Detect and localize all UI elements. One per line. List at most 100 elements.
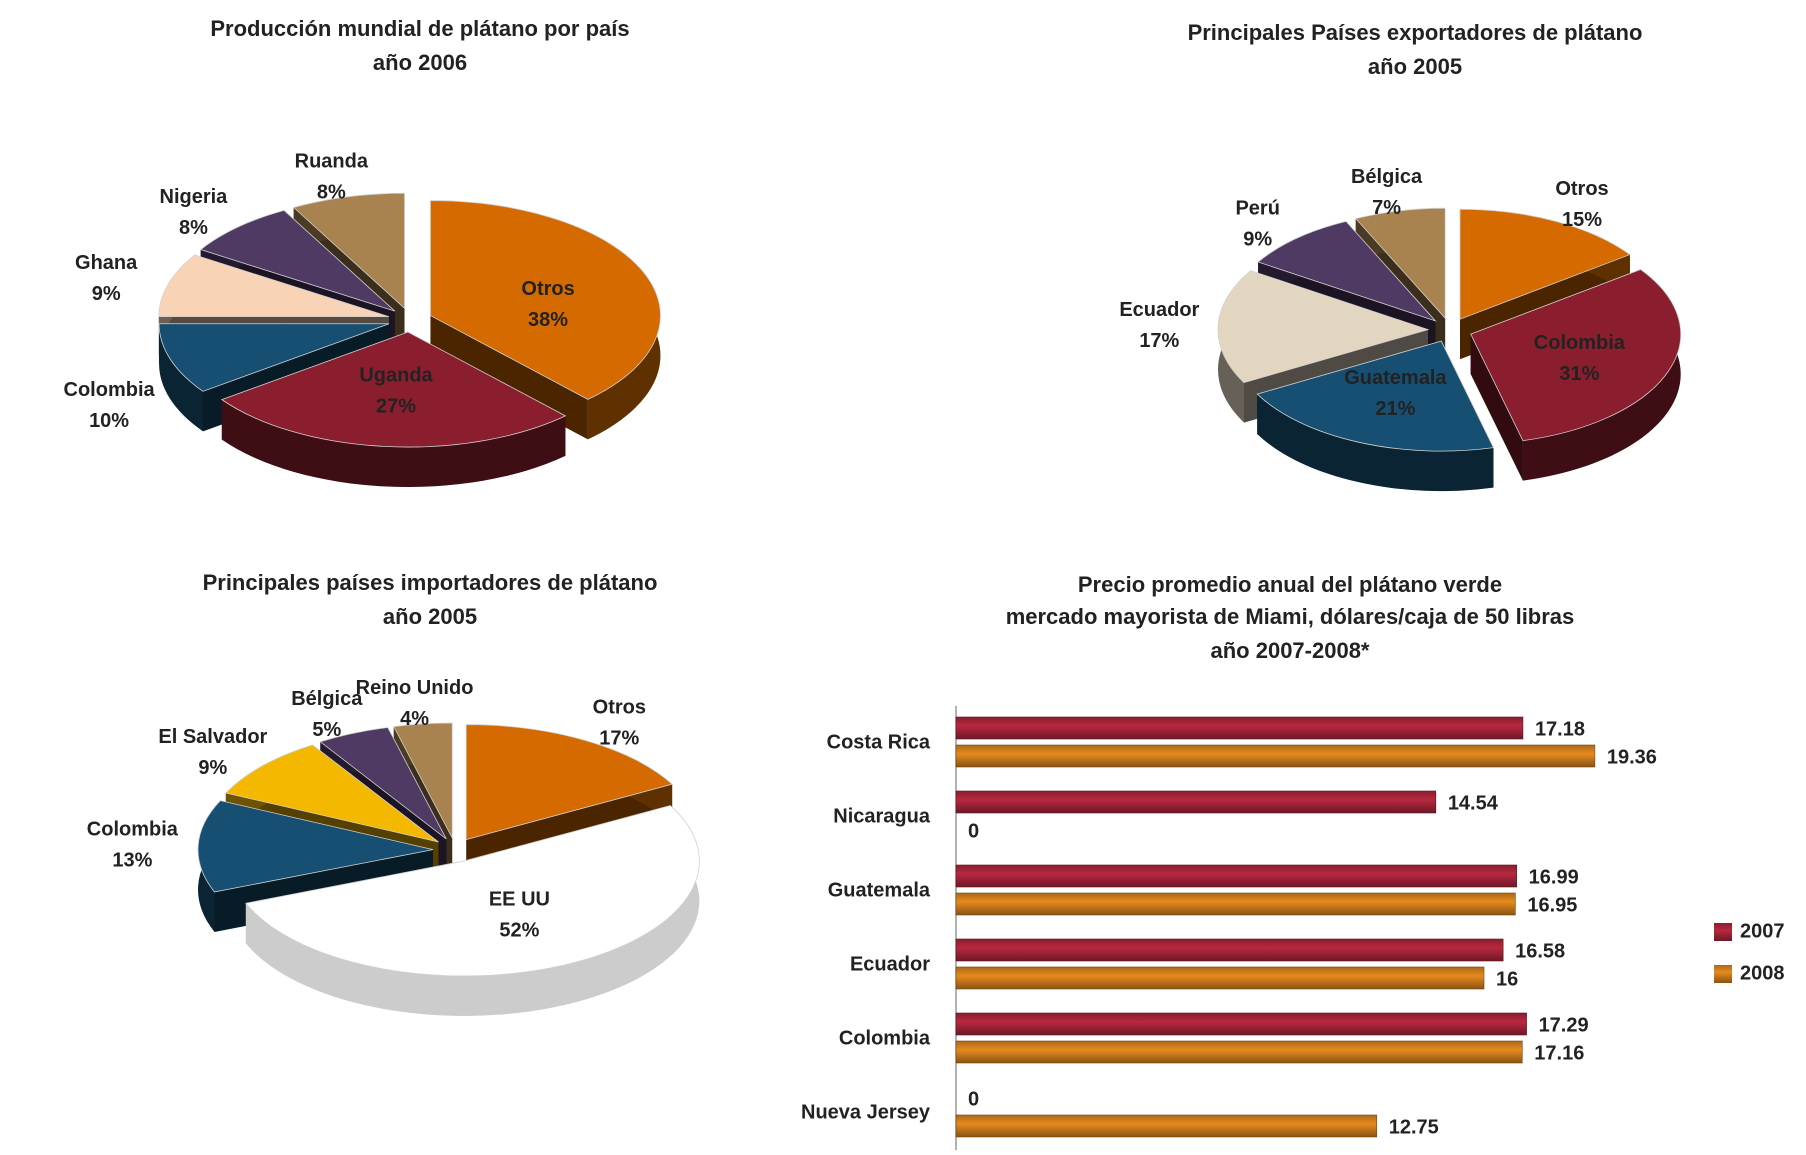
bar-value-label: 16.58 (1515, 940, 1565, 962)
pie-slice (158, 254, 389, 318)
slice-side (221, 399, 566, 488)
y-tick-label: Nueva Jersey (801, 1101, 931, 1123)
pie-slice (393, 722, 453, 839)
y-tick-label: Costa Rica (827, 731, 931, 753)
legend-swatch (1714, 965, 1732, 983)
slice-value-label: 13% (112, 850, 152, 872)
slice-label: EE UU (489, 889, 550, 911)
pie-slice (292, 192, 405, 310)
bar (955, 790, 1437, 814)
slice-value-label: 27% (376, 395, 416, 417)
slice-label: Guatemala (1344, 367, 1447, 389)
chart-subtitle: año 2006 (373, 50, 467, 75)
slice-value-label: 8% (317, 182, 346, 204)
bar-value-label: 17.18 (1535, 718, 1585, 740)
y-tick-label: Nicaragua (833, 805, 931, 827)
slice-value-label: 9% (92, 283, 121, 305)
bar-value-label: 14.54 (1448, 792, 1499, 814)
legend-swatch (1714, 923, 1732, 941)
slice-value-label: 4% (400, 708, 429, 730)
pie-slice (245, 805, 700, 977)
pie-slice (1459, 208, 1631, 320)
bar-value-label: 16 (1496, 968, 1518, 990)
slice-label: Ruanda (295, 151, 369, 173)
slice-label: El Salvador (158, 726, 267, 748)
bar (955, 716, 1524, 740)
y-tick-label: Ecuador (850, 953, 930, 975)
bar-value-label: 0 (968, 1088, 979, 1110)
legend-label: 2008 (1740, 962, 1785, 984)
pie-slice (430, 200, 661, 400)
bar (955, 966, 1485, 990)
slice-side (159, 323, 204, 432)
pie-slice (1355, 207, 1446, 320)
pie-slice (158, 323, 390, 392)
legend-label: 2007 (1740, 920, 1785, 942)
slice-label: Otros (1555, 178, 1608, 200)
slice-label: Colombia (87, 819, 179, 841)
slice-side (1522, 269, 1681, 481)
slice-value-label: 17% (599, 728, 639, 750)
bar (955, 744, 1596, 768)
slice-label: Colombia (1534, 332, 1626, 354)
slice-cut-face (1470, 334, 1523, 481)
y-tick-label: Guatemala (828, 879, 931, 901)
pie-slice (220, 331, 567, 448)
slice-label: Reino Unido (356, 677, 474, 699)
y-tick-label: Colombia (839, 1027, 931, 1049)
slice-value-label: 17% (1139, 330, 1179, 352)
slice-label: Ghana (75, 252, 138, 274)
bar-value-label: 12.75 (1389, 1116, 1439, 1138)
chart-subtitle: año 2005 (383, 604, 477, 629)
pie-slice (1217, 270, 1430, 384)
slice-value-label: 31% (1559, 363, 1599, 385)
chart-subtitle: mercado mayorista de Miami, dólares/caja… (1006, 604, 1575, 629)
slice-value-label: 9% (1243, 229, 1272, 251)
slice-label: Ecuador (1119, 299, 1199, 321)
bar (955, 938, 1504, 962)
slice-side (1257, 394, 1494, 492)
bar (955, 1040, 1523, 1064)
bar (955, 1012, 1527, 1036)
slice-value-label: 9% (198, 757, 227, 779)
slice-label: Bélgica (1351, 166, 1423, 188)
bar-value-label: 17.29 (1539, 1014, 1589, 1036)
bar (955, 1114, 1378, 1138)
bar (955, 892, 1516, 916)
slice-label: Nigeria (160, 186, 229, 208)
slice-label: Uganda (359, 364, 433, 386)
slice-label: Otros (521, 278, 574, 300)
slice-value-label: 5% (312, 719, 341, 741)
bar-value-label: 16.95 (1527, 894, 1577, 916)
pie-slice (197, 800, 434, 893)
slice-value-label: 15% (1562, 209, 1602, 231)
chart-title: Principales países importadores de pláta… (203, 570, 658, 595)
chart-title: Principales Países exportadores de pláta… (1188, 20, 1643, 45)
chart-title: Precio promedio anual del plátano verde (1078, 572, 1502, 597)
slice-value-label: 21% (1375, 398, 1415, 420)
pie-slice (225, 744, 439, 843)
pie-slice (465, 724, 673, 841)
slice-label: Bélgica (291, 688, 363, 710)
bar-value-label: 16.99 (1529, 866, 1579, 888)
slice-label: Otros (593, 697, 646, 719)
slice-value-label: 38% (528, 309, 568, 331)
slice-label: Colombia (64, 379, 156, 401)
slice-value-label: 10% (89, 410, 129, 432)
slice-value-label: 7% (1372, 197, 1401, 219)
pie-slice (199, 209, 396, 312)
bar-value-label: 0 (968, 820, 979, 842)
slice-value-label: 8% (179, 217, 208, 239)
slice-side (245, 805, 700, 1016)
pie-slice (1256, 340, 1495, 452)
slice-label: Perú (1235, 198, 1279, 220)
pie-slice (1470, 268, 1682, 442)
pie-slice (319, 727, 447, 840)
pie-slice (1257, 220, 1437, 322)
bar-value-label: 19.36 (1607, 746, 1657, 768)
bar (955, 864, 1517, 888)
chart-title: Producción mundial de plátano por país (210, 16, 629, 41)
chart-note: año 2007-2008* (1211, 638, 1370, 663)
